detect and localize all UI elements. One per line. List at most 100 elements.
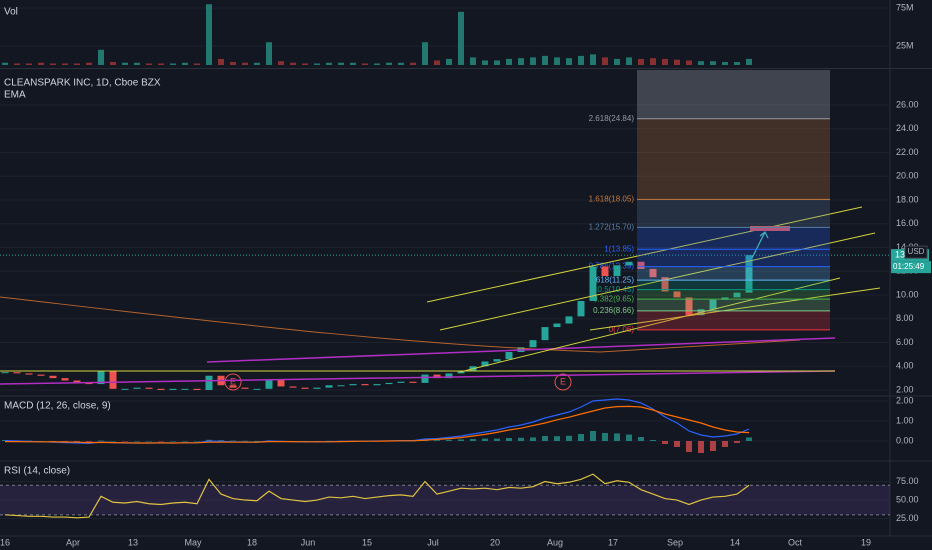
macd-bar	[722, 441, 728, 447]
timer-tag	[891, 261, 931, 274]
ema-line	[206, 337, 836, 363]
timer: 01:25:49	[893, 262, 925, 271]
y-tick-label: 0.00	[896, 435, 914, 445]
volume-bar	[698, 61, 704, 65]
earnings-label: E	[560, 376, 566, 386]
y-tick-label: 2.00	[896, 384, 914, 394]
volume-bar	[98, 49, 104, 65]
candle	[109, 371, 117, 389]
candle	[373, 384, 381, 386]
candle	[505, 352, 513, 360]
candle	[193, 388, 201, 391]
candle	[37, 374, 45, 376]
candle	[601, 266, 609, 277]
volume-bar	[2, 62, 8, 65]
arrow	[751, 231, 769, 259]
macd-bar	[638, 437, 644, 441]
macd-line	[5, 405, 750, 444]
y-tick-label: 10.00	[896, 289, 919, 299]
volume-bar	[14, 63, 20, 65]
candle	[625, 261, 633, 266]
fib-zone	[637, 118, 830, 200]
candle	[541, 327, 549, 341]
x-tick-label: Jul	[427, 537, 439, 547]
currency-box	[904, 245, 928, 259]
macd-bar	[146, 441, 152, 442]
y-tick-label: 6.00	[896, 337, 914, 347]
volume-bar	[686, 60, 692, 65]
y-tick-label: 24.00	[896, 123, 919, 133]
candle	[745, 255, 753, 293]
volume-bar	[206, 4, 212, 66]
candle	[73, 380, 81, 383]
macd-bar	[254, 441, 260, 442]
candle	[1, 372, 9, 374]
macd-bar	[674, 441, 680, 447]
volume-bar	[422, 42, 428, 65]
y-tick-label: 1.00	[896, 415, 914, 425]
macd-bar	[554, 436, 560, 441]
trend-line	[589, 287, 881, 331]
macd-bar	[662, 441, 668, 444]
y-tick-label: 16.00	[896, 218, 919, 228]
volume-bar	[518, 58, 524, 65]
x-tick-label: Sep	[667, 537, 683, 547]
macd-bar	[122, 441, 128, 442]
candle	[529, 340, 537, 348]
candle	[157, 388, 165, 391]
fib-zone	[637, 199, 830, 228]
macd-bar	[170, 441, 176, 442]
volume-bar	[218, 58, 224, 65]
volume-bar	[302, 63, 308, 65]
macd-bar	[74, 441, 80, 442]
candle	[25, 373, 33, 375]
volume-bar	[194, 63, 200, 65]
indicator-label: EMA	[4, 90, 26, 101]
y-tick-label: 4.00	[896, 361, 914, 371]
y-tick-label: 8.00	[896, 313, 914, 323]
volume-bar	[38, 62, 44, 65]
volume-bar	[314, 63, 320, 65]
fib-label: 1.618(18.05)	[589, 195, 635, 204]
volume-bar	[398, 62, 404, 65]
panel-title: Vol	[4, 7, 18, 18]
x-tick-label: 13	[128, 537, 138, 547]
fib-label: 0.786(12.39)	[589, 262, 635, 271]
volume-bar	[290, 62, 296, 65]
volume-bar	[158, 63, 164, 65]
volume-bar	[374, 63, 380, 65]
x-tick-label: Jun	[301, 537, 316, 547]
macd-bar	[2, 440, 8, 441]
fib-label: 0.5(10.45)	[598, 285, 635, 294]
macd-bar	[494, 438, 500, 441]
volume-bar	[722, 61, 728, 65]
volume-bar	[710, 61, 716, 65]
fib-zone	[637, 299, 830, 311]
macd-bar	[482, 438, 488, 441]
volume-bar	[662, 58, 668, 65]
macd-bar	[530, 437, 536, 441]
volume-bar	[674, 59, 680, 65]
candle	[229, 385, 237, 388]
candle	[13, 372, 21, 374]
macd-bar	[686, 441, 692, 452]
fib-zone	[637, 227, 830, 250]
macd-bar	[98, 440, 104, 442]
fib-zone	[637, 266, 830, 281]
candle	[301, 387, 309, 389]
candle	[241, 387, 249, 389]
fib-label: 0.236(8.66)	[593, 306, 634, 315]
volume-bar	[470, 57, 476, 65]
macd-bar	[230, 440, 236, 442]
volume-bar	[110, 61, 116, 65]
panel-title: MACD (12, 26, close, 9)	[4, 401, 111, 412]
candle	[337, 385, 345, 387]
drawings	[0, 70, 881, 385]
candle	[409, 381, 417, 383]
x-tick-label: May	[184, 537, 202, 547]
volume-bar	[434, 60, 440, 65]
volume-bar	[50, 63, 56, 65]
x-tick-label: 16	[0, 537, 10, 547]
candle	[289, 386, 297, 388]
y-tick-label: 25M	[896, 40, 914, 50]
